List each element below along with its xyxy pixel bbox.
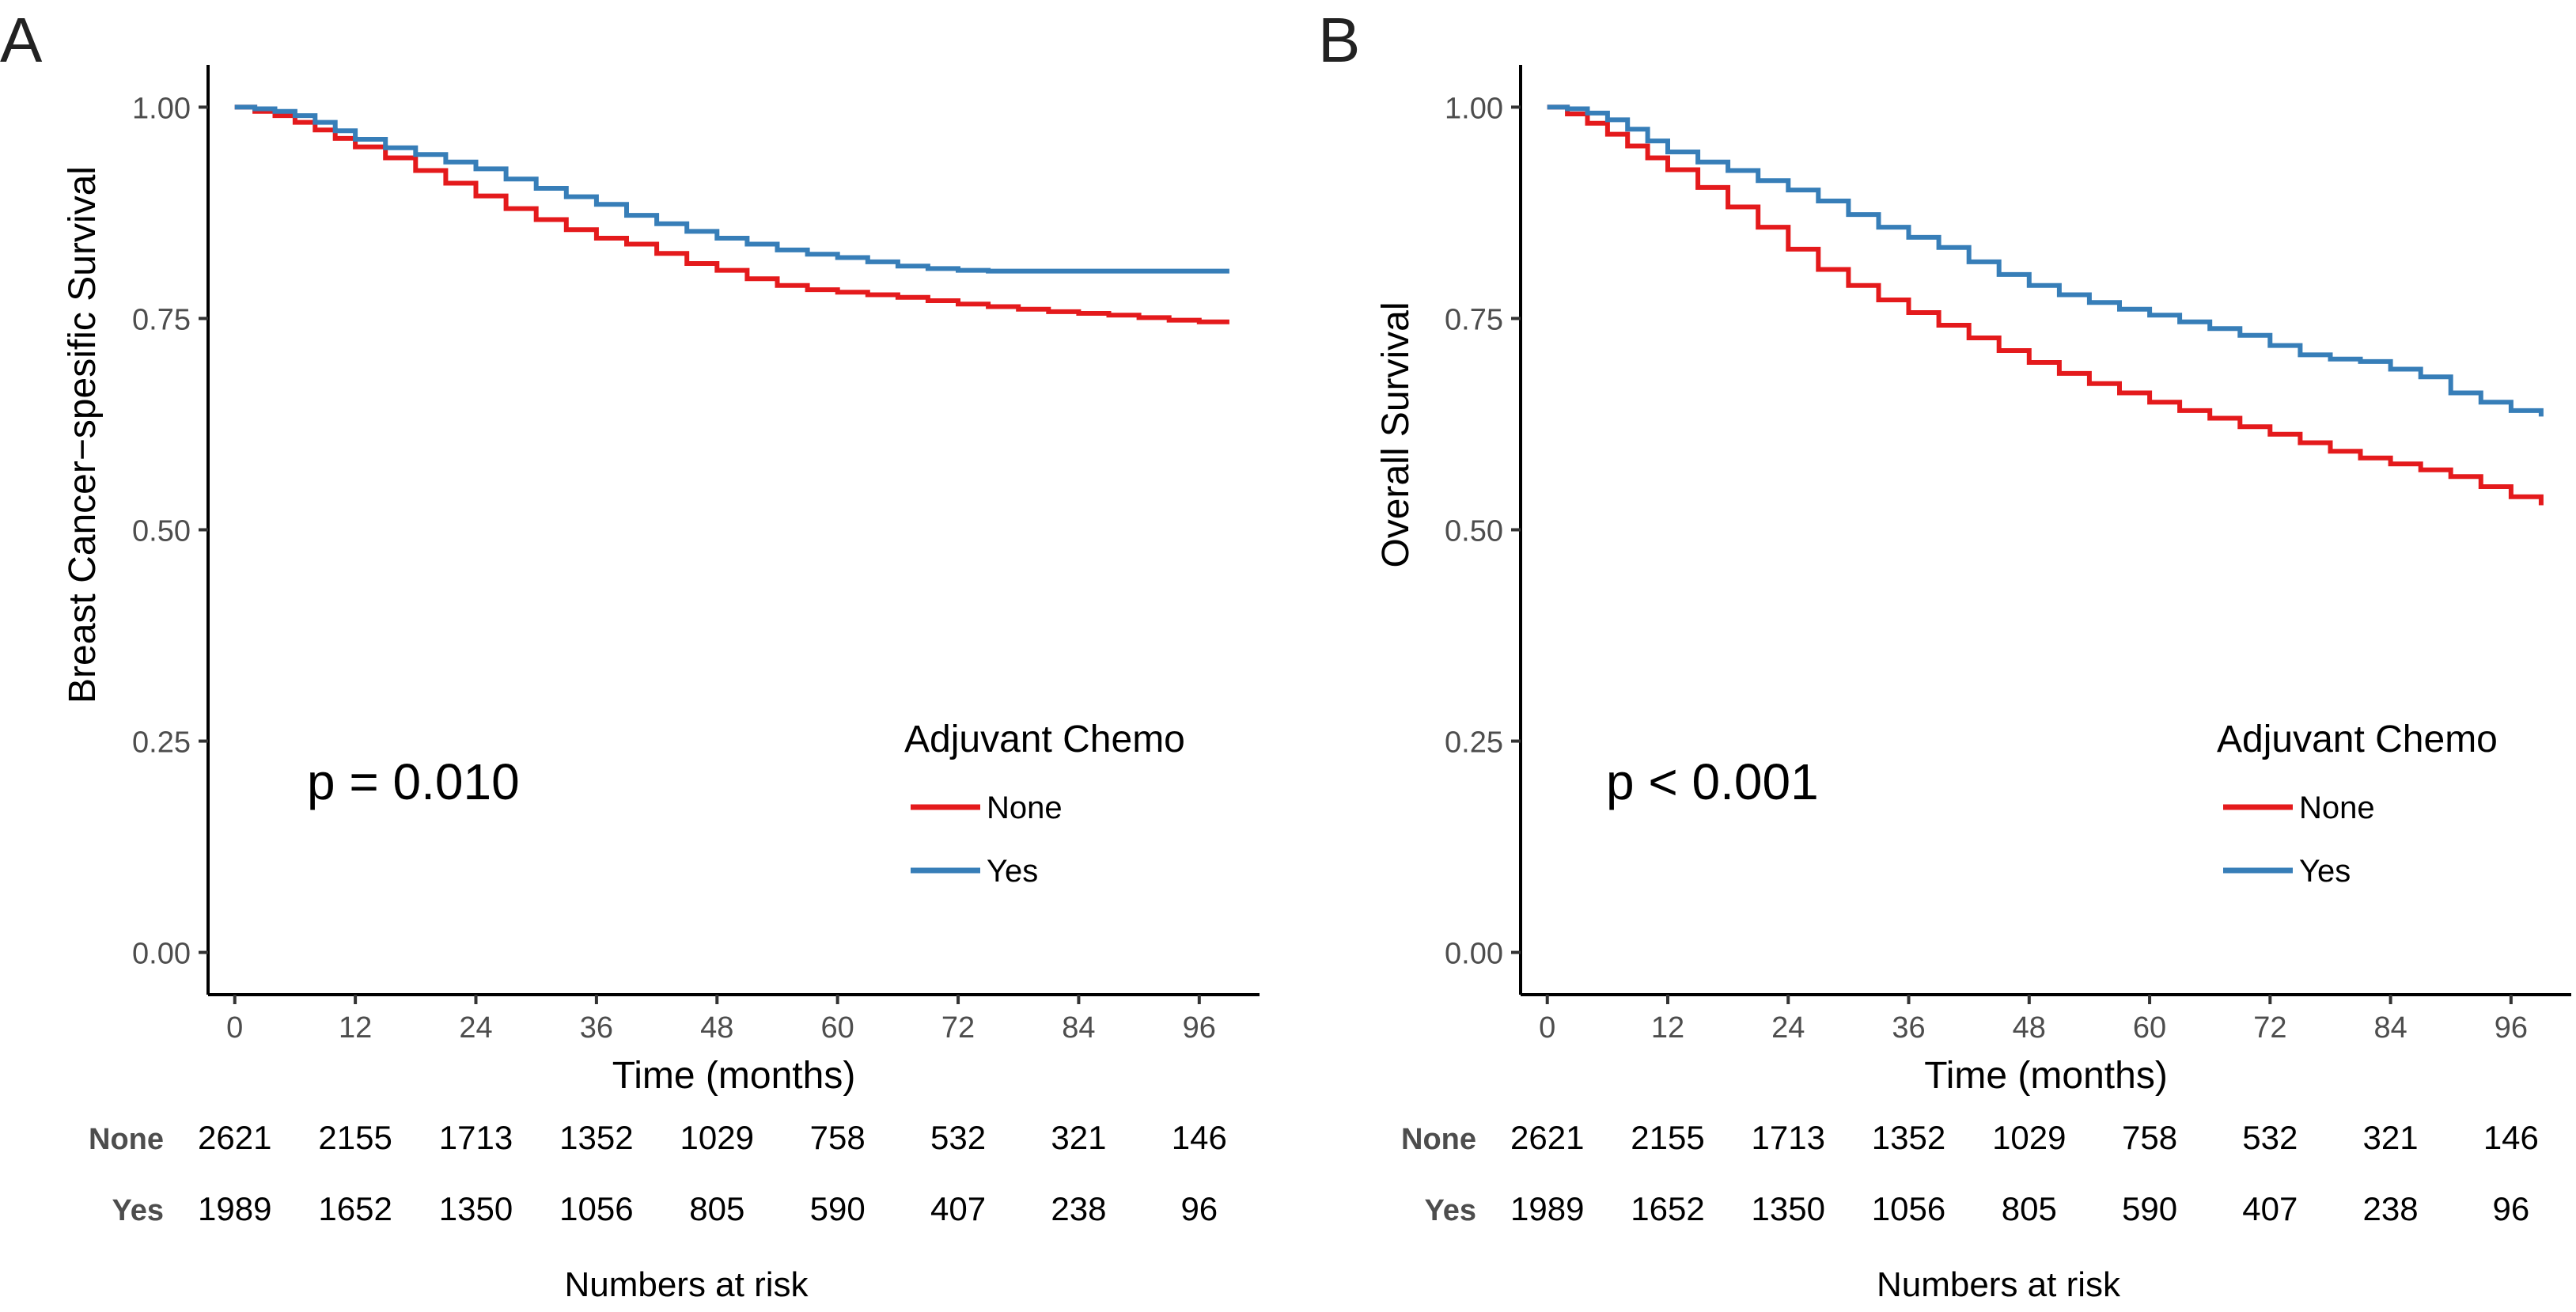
legend-label: None xyxy=(987,791,1063,825)
legend-label: Yes xyxy=(987,854,1038,889)
risk-count: 2621 xyxy=(1510,1119,1584,1156)
risk-count: 1652 xyxy=(1631,1190,1704,1227)
panel-label: B xyxy=(1318,5,1360,75)
x-tick-label: 24 xyxy=(1771,1011,1805,1045)
x-tick-label: 48 xyxy=(700,1011,733,1045)
p-value-annotation: p < 0.001 xyxy=(1606,753,1819,810)
risk-count: 1056 xyxy=(559,1190,633,1227)
risk-count: 805 xyxy=(689,1190,744,1227)
panel-label: A xyxy=(0,5,43,75)
risk-count: 758 xyxy=(810,1119,866,1156)
risk-count: 1350 xyxy=(439,1190,513,1227)
risk-count: 407 xyxy=(930,1190,986,1227)
y-tick-label: 0.50 xyxy=(132,515,191,548)
y-tick-label: 0.00 xyxy=(132,938,191,971)
y-tick-label: 0.50 xyxy=(1445,515,1503,548)
risk-count: 532 xyxy=(2242,1119,2298,1156)
y-tick-label: 0.25 xyxy=(1445,726,1503,760)
risk-row-label: None xyxy=(89,1123,164,1156)
risk-count: 1989 xyxy=(198,1190,271,1227)
x-tick-label: 12 xyxy=(339,1011,372,1045)
risk-count: 1713 xyxy=(439,1119,513,1156)
y-tick-label: 0.25 xyxy=(132,726,191,760)
risk-count: 96 xyxy=(1180,1190,1218,1227)
risk-count: 758 xyxy=(2122,1119,2177,1156)
y-tick-label: 0.75 xyxy=(132,303,191,336)
legend-title: Adjuvant Chemo xyxy=(904,719,1185,760)
risk-table-title: Numbers at risk xyxy=(564,1265,809,1304)
risk-count: 805 xyxy=(2002,1190,2057,1227)
y-tick-label: 1.00 xyxy=(1445,92,1503,125)
risk-count: 96 xyxy=(2493,1190,2530,1227)
legend-label: Yes xyxy=(2299,854,2351,889)
x-tick-label: 48 xyxy=(2013,1011,2046,1045)
x-tick-label: 12 xyxy=(1651,1011,1684,1045)
x-tick-label: 60 xyxy=(2133,1011,2166,1045)
x-tick-label: 0 xyxy=(226,1011,243,1045)
risk-row-label: Yes xyxy=(112,1194,164,1227)
x-axis-title: Time (months) xyxy=(612,1055,856,1097)
risk-count: 1350 xyxy=(1752,1190,1825,1227)
risk-count: 532 xyxy=(930,1119,986,1156)
x-tick-label: 84 xyxy=(2373,1011,2407,1045)
y-axis-title: Overall Survival xyxy=(1375,301,1417,567)
y-tick-label: 0.00 xyxy=(1445,938,1503,971)
p-value-annotation: p = 0.010 xyxy=(307,753,520,810)
series-line-none xyxy=(1547,104,2544,506)
panel-a: A p = 0.010 0.00 0.25 0.50 0.75 1.00 0 12 24 36 4… xyxy=(0,5,1260,1304)
risk-count: 146 xyxy=(1172,1119,1227,1156)
risk-count: 1352 xyxy=(1872,1119,1945,1156)
x-tick-label: 84 xyxy=(1062,1011,1095,1045)
risk-count: 2621 xyxy=(198,1119,271,1156)
risk-row-label: None xyxy=(1401,1123,1476,1156)
risk-count: 1713 xyxy=(1752,1119,1825,1156)
risk-count: 321 xyxy=(2363,1119,2419,1156)
y-axis-title: Breast Cancer−spesific Survival xyxy=(62,166,104,703)
legend-title: Adjuvant Chemo xyxy=(2217,719,2498,760)
series-line-yes xyxy=(1547,104,2544,417)
risk-count: 146 xyxy=(2483,1119,2539,1156)
legend-label: None xyxy=(2299,791,2375,825)
risk-count: 1029 xyxy=(680,1119,754,1156)
risk-count: 407 xyxy=(2242,1190,2298,1227)
risk-count: 590 xyxy=(2122,1190,2177,1227)
series-line-yes xyxy=(234,104,1229,274)
risk-table-title: Numbers at risk xyxy=(1877,1265,2121,1304)
series-line-none xyxy=(234,104,1229,324)
risk-row-label: Yes xyxy=(1424,1194,1476,1227)
x-axis-title: Time (months) xyxy=(1924,1055,2168,1097)
x-tick-label: 0 xyxy=(1539,1011,1555,1045)
risk-count: 2155 xyxy=(1631,1119,1704,1156)
risk-count: 1352 xyxy=(559,1119,633,1156)
x-tick-label: 60 xyxy=(821,1011,854,1045)
x-tick-label: 72 xyxy=(941,1011,975,1045)
y-tick-label: 0.75 xyxy=(1445,303,1503,336)
risk-count: 2155 xyxy=(318,1119,392,1156)
risk-count: 238 xyxy=(2363,1190,2419,1227)
x-tick-label: 72 xyxy=(2253,1011,2286,1045)
x-tick-label: 36 xyxy=(580,1011,613,1045)
y-tick-label: 1.00 xyxy=(132,92,191,125)
risk-count: 1989 xyxy=(1510,1190,1584,1227)
risk-count: 590 xyxy=(810,1190,866,1227)
x-tick-label: 96 xyxy=(1183,1011,1216,1045)
x-tick-label: 36 xyxy=(1892,1011,1925,1045)
risk-count: 1056 xyxy=(1872,1190,1945,1227)
risk-count: 1652 xyxy=(318,1190,392,1227)
risk-count: 321 xyxy=(1051,1119,1106,1156)
panel-b: B p < 0.001 0.00 0.25 0.50 0.75 1.00 0 12 24 36 4… xyxy=(1318,5,2571,1304)
x-tick-label: 96 xyxy=(2495,1011,2528,1045)
x-tick-label: 24 xyxy=(459,1011,492,1045)
risk-count: 238 xyxy=(1051,1190,1106,1227)
risk-count: 1029 xyxy=(1992,1119,2066,1156)
